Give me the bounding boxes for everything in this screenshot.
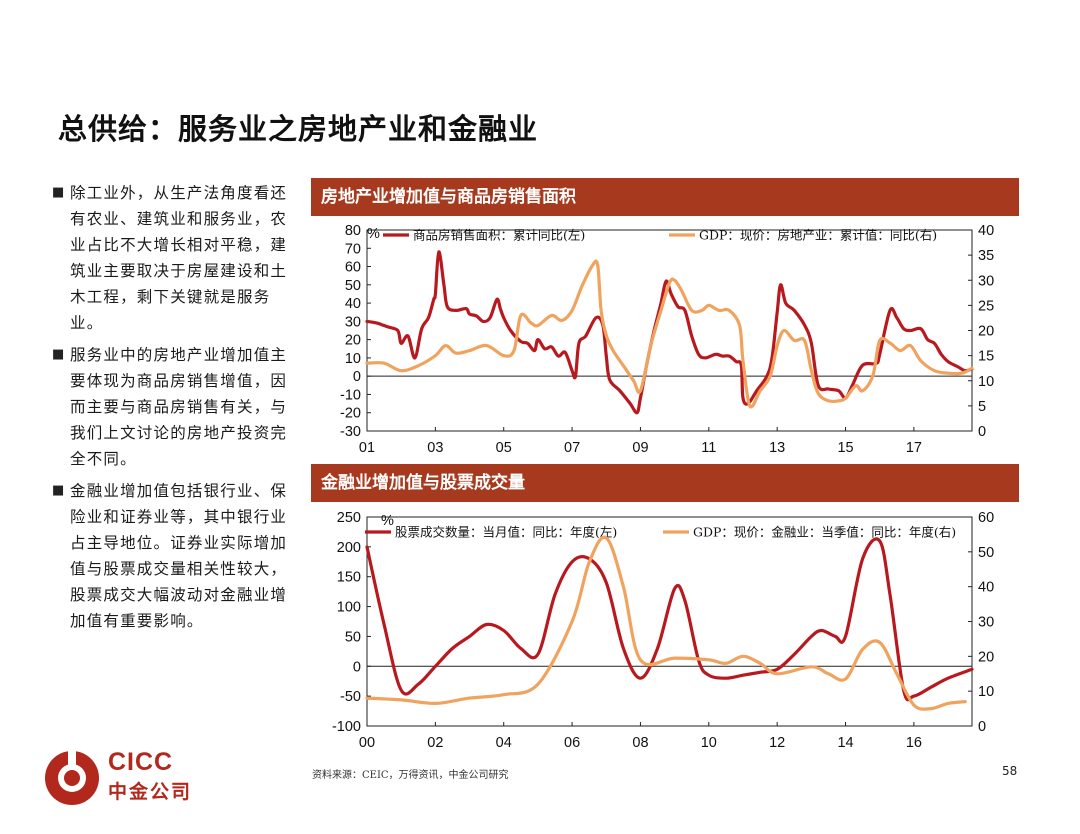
chart2-right-tick-label: 0 <box>978 719 986 735</box>
chart2-legend-label-1: 股票成交数量：当月值：同比：年度(左) <box>395 525 617 540</box>
chart2-series-line-2 <box>365 535 967 711</box>
chart1-right-tick-label: 25 <box>978 298 994 314</box>
chart2-x-tick-label: 00 <box>359 735 375 751</box>
chart2-x-tick-label: 08 <box>632 735 648 751</box>
chart1-left-tick-label: 60 <box>345 260 361 276</box>
chart1-x-tick-label: 11 <box>701 440 716 456</box>
real-estate-chart: -30-20-100102030405060708005101520253035… <box>340 223 994 456</box>
square-bullet-icon: ■ <box>52 185 65 200</box>
chart2-right-tick-label: 20 <box>978 649 994 665</box>
chart1-left-unit-label: % <box>367 226 380 242</box>
chart1-x-tick-label: 03 <box>427 440 443 456</box>
logo-chinese-text: 中金公司 <box>108 781 193 803</box>
chart2-left-tick-label: 100 <box>337 600 361 616</box>
chart1-left-tick-label: 70 <box>345 241 361 257</box>
chart2-left-tick-label: 200 <box>337 540 361 556</box>
chart1-x-tick-label: 15 <box>837 440 853 456</box>
chart2-right-tick-label: 30 <box>978 615 994 631</box>
chart2-x-tick-label: 12 <box>769 735 785 751</box>
chart1-left-tick-label: 0 <box>353 369 361 385</box>
chart1-series-line-1 <box>365 250 974 415</box>
square-bullet-icon: ■ <box>52 347 65 362</box>
chart2-left-tick-label: -50 <box>340 689 361 705</box>
chart1-right-tick-label: 35 <box>978 248 994 264</box>
chart1-right-tick-label: 0 <box>978 424 986 440</box>
cicc-logo: CICC 中金公司 <box>42 748 212 808</box>
bullet-text: 服务业中的房地产业增加值主要体现为商品房销售增值，因而主要与商品房销售有关，与我… <box>70 346 288 468</box>
finance-chart: -100 -50 0 50 100 150 200 250 0 10 20 30 40 50 60 00 02 0… <box>332 510 994 751</box>
chart1-right-tick-label: 10 <box>978 374 994 390</box>
chart2-right-tick-label: 10 <box>978 684 994 700</box>
chart2-right-tick-label: 40 <box>978 580 994 596</box>
square-bullet-icon: ■ <box>52 483 65 498</box>
chart2-left-tick-label: 0 <box>353 659 361 675</box>
logo-latin-text: CICC <box>108 748 174 776</box>
chart2-left-tick-label: 150 <box>337 570 361 586</box>
chart-1-title: 房地产业增加值与商品房销售面积 <box>311 178 1019 216</box>
bullet-list: ■ 除工业外，从生产法角度看还有农业、建筑业和服务业，农业占比不大增长相对平稳，… <box>52 180 298 640</box>
chart1-right-tick-label: 40 <box>978 223 994 239</box>
chart1-right-tick-label: 30 <box>978 273 994 289</box>
bullet-text: 除工业外，从生产法角度看还有农业、建筑业和服务业，农业占比不大增长相对平稳，建筑… <box>70 184 288 332</box>
bullet-item: ■ 除工业外，从生产法角度看还有农业、建筑业和服务业，农业占比不大增长相对平稳，… <box>52 180 298 336</box>
chart1-left-tick-label: -10 <box>340 387 361 403</box>
page-number: 58 <box>1002 764 1018 778</box>
chart2-left-unit-label: % <box>381 513 394 529</box>
chart1-series-line-2 <box>365 259 974 409</box>
chart2-left-tick-label: 50 <box>345 629 361 645</box>
source-note: 资料来源：CEIC，万得资讯，中金公司研究 <box>312 770 509 781</box>
chart1-left-tick-label: 10 <box>345 351 361 367</box>
chart2-x-tick-label: 16 <box>906 735 922 751</box>
chart2-left-tick-label: 250 <box>337 510 361 526</box>
bullet-item: ■ 服务业中的房地产业增加值主要体现为商品房销售增值，因而主要与商品房销售有关，… <box>52 342 298 472</box>
chart2-right-tick-label: 50 <box>978 545 994 561</box>
chart1-left-tick-label: -30 <box>340 424 361 440</box>
chart2-x-tick-label: 04 <box>496 735 512 751</box>
chart1-x-tick-label: 07 <box>564 440 580 456</box>
chart1-right-tick-label: 15 <box>978 349 994 365</box>
chart1-left-tick-label: 30 <box>345 314 361 330</box>
chart2-x-tick-label: 06 <box>564 735 580 751</box>
chart1-legend-label-2: GDP：现价：房地产业：累计值：同比(右) <box>699 228 937 243</box>
chart1-x-tick-label: 17 <box>906 440 922 456</box>
cicc-logo-icon <box>45 750 99 805</box>
chart1-left-tick-label: -20 <box>340 406 361 422</box>
page-title: 总供给：服务业之房地产业和金融业 <box>58 112 539 146</box>
chart2-left-tick-label: -100 <box>332 719 361 735</box>
chart1-x-tick-label: 09 <box>632 440 648 456</box>
chart2-x-tick-label: 10 <box>701 735 717 751</box>
chart1-plot-frame <box>366 229 973 432</box>
chart1-left-tick-label: 20 <box>345 333 361 349</box>
chart2-x-tick-label: 02 <box>427 735 443 751</box>
chart1-x-tick-label: 05 <box>496 440 512 456</box>
chart2-legend-label-2: GDP：现价：金融业：当季值：同比：年度(右) <box>693 525 956 540</box>
chart1-x-tick-label: 13 <box>769 440 785 456</box>
chart-2-title: 金融业增加值与股票成交量 <box>311 464 1019 502</box>
chart1-right-tick-label: 20 <box>978 324 994 340</box>
bullet-text: 金融业增加值包括银行业、保险业和证券业等，其中银行业占主导地位。证券业实际增加值… <box>70 482 288 630</box>
bullet-item: ■ 金融业增加值包括银行业、保险业和证券业等，其中银行业占主导地位。证券业实际增… <box>52 478 298 634</box>
chart1-left-tick-label: 80 <box>345 223 361 239</box>
chart2-series-line-1 <box>365 537 974 702</box>
chart2-x-tick-label: 14 <box>837 735 853 751</box>
chart1-left-tick-label: 40 <box>345 296 361 312</box>
chart1-legend-label-1: 商品房销售面积：累计同比(左) <box>413 228 585 243</box>
chart1-left-tick-label: 50 <box>345 278 361 294</box>
chart1-x-tick-label: 01 <box>359 440 375 456</box>
chart2-right-tick-label: 60 <box>978 510 994 526</box>
chart1-right-tick-label: 5 <box>978 399 986 415</box>
